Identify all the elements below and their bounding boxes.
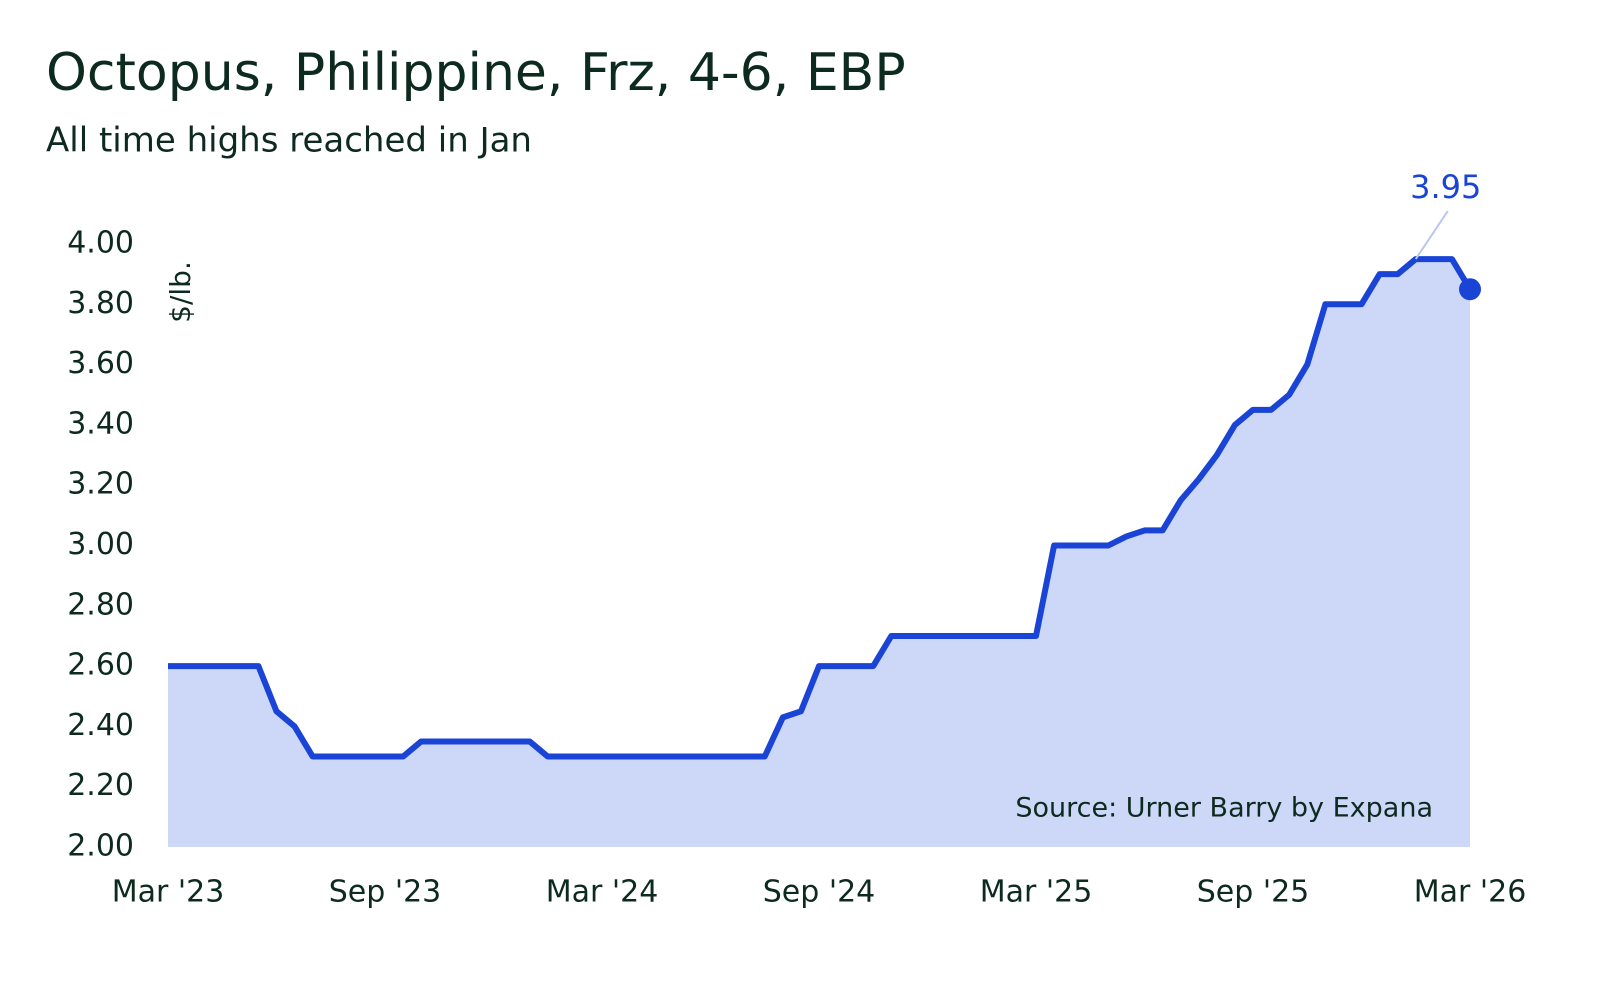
y-tick-label: 3.80 (67, 286, 134, 321)
x-tick-label: Sep '25 (1197, 875, 1310, 910)
end-dot (1459, 278, 1481, 301)
y-tick-label: 3.40 (67, 406, 134, 441)
y-tick-label: 2.20 (67, 768, 134, 803)
source-note: Source: Urner Barry by Expana (1015, 793, 1433, 824)
x-tick-label: Sep '24 (763, 875, 876, 910)
annotation-label: 3.95 (1410, 168, 1481, 206)
y-tick-label: 4.00 (67, 226, 134, 261)
y-tick-label: 3.60 (67, 346, 134, 381)
y-tick-label: 2.40 (67, 708, 134, 743)
y-axis-label: $/lb. (164, 261, 197, 323)
y-tick-label: 3.20 (67, 467, 134, 502)
y-tick-label: 2.80 (67, 587, 134, 622)
area (168, 259, 1470, 847)
chart-subtitle: All time highs reached in Jan (46, 121, 532, 161)
y-tick-label: 2.60 (67, 648, 134, 683)
x-tick-label: Mar '23 (112, 875, 225, 910)
y-tick-label: 2.00 (67, 829, 134, 864)
x-tick-label: Sep '23 (329, 875, 442, 910)
annotation-leader (1414, 210, 1449, 260)
x-tick-label: Mar '24 (546, 875, 659, 910)
x-tick-label: Mar '25 (980, 875, 1093, 910)
line (168, 256, 1473, 760)
chart-title: Octopus, Philippine, Frz, 4-6, EBP (46, 43, 906, 103)
x-tick-label: Mar '26 (1414, 875, 1527, 910)
y-tick-label: 3.00 (67, 527, 134, 562)
